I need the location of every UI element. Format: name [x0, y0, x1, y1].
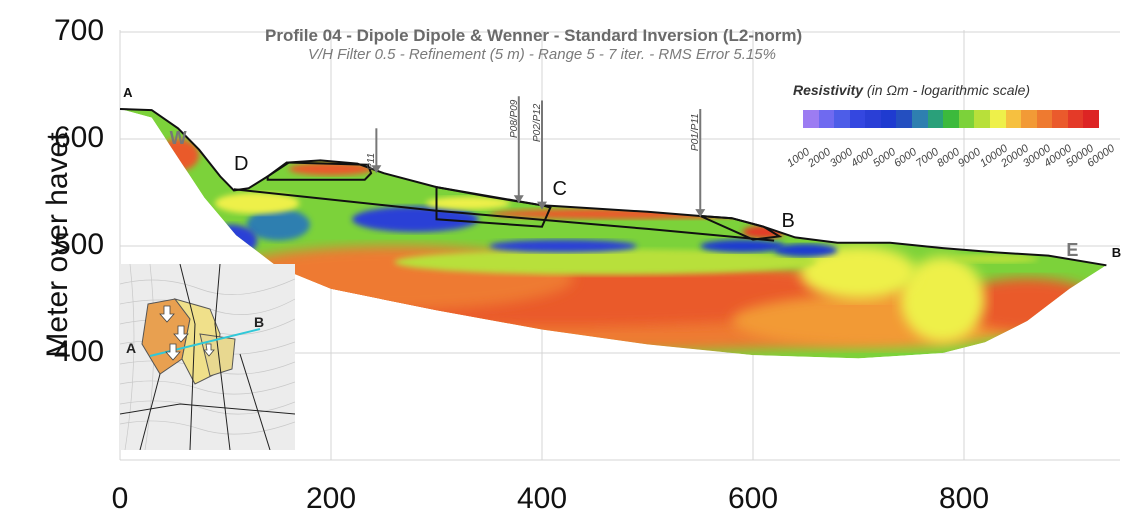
resistivity-zone [774, 243, 838, 257]
resistivity-zone [900, 256, 986, 343]
color-bar-swatch [1067, 110, 1084, 128]
block-outline-b [699, 215, 783, 241]
annotation-label-d: D [233, 153, 249, 176]
y-tick-label: 600 [54, 121, 105, 154]
annotation-label-e: E [1066, 240, 1079, 261]
borehole-arrowhead [371, 165, 382, 174]
color-bar-swatch [943, 110, 959, 128]
borehole-label: P01/P11 [690, 113, 702, 152]
block-outline-c [435, 185, 552, 228]
color-bar-swatch [989, 110, 1006, 128]
x-tick-label: 0 [111, 482, 129, 515]
color-bar-swatch [927, 110, 944, 128]
resistivity-zone [489, 239, 637, 253]
y-tick-label: 700 [54, 14, 105, 47]
resistivity-zone [288, 162, 374, 176]
color-bar-swatch [1083, 110, 1099, 128]
inset-label-a: A [126, 340, 137, 356]
annotation-label-a: A [123, 84, 133, 100]
borehole-arrowhead [537, 201, 547, 210]
y-tick-label: 400 [54, 335, 105, 368]
chart-subtitle: V/H Filter 0.5 - Refinement (5 m) - Rang… [308, 46, 776, 63]
color-bar-swatch [1036, 110, 1053, 128]
resistivity-zone [246, 208, 310, 241]
resistivity-zone [425, 196, 511, 210]
color-bar-swatch [1052, 110, 1068, 128]
color-bar-swatch [834, 110, 850, 128]
x-tick-label: 600 [727, 482, 779, 515]
color-bar-swatch [849, 110, 866, 128]
block-outline-d [266, 161, 373, 181]
borehole-label: P11 [366, 153, 378, 171]
color-bar-swatch [912, 110, 928, 128]
inset-map: A B [120, 264, 295, 450]
legend-title-bold: Resistivity [793, 82, 864, 98]
color-bar-swatch [880, 110, 897, 128]
color-bar-swatch [803, 110, 819, 128]
resistivity-zone [204, 224, 258, 257]
borehole-arrowhead [695, 209, 706, 218]
section-overlays [119, 96, 1107, 267]
resistivity-zone [953, 254, 1038, 264]
inset-label-b: B [254, 314, 265, 330]
boundary-line [233, 188, 775, 242]
color-bar [803, 110, 1099, 128]
color-bar-swatch [865, 110, 881, 128]
resistivity-zone [214, 192, 300, 214]
color-bar-swatch [896, 110, 913, 128]
borehole-label: P08/P09 [508, 99, 520, 139]
annotation-label-w: W [169, 127, 187, 148]
color-bar-swatch [818, 110, 835, 128]
y-tick-label: 500 [54, 228, 105, 261]
resistivity-zone [800, 246, 917, 300]
legend-title-unit: (in Ωm - logarithmic scale) [863, 82, 1031, 98]
color-bar-swatch [958, 110, 975, 128]
resistivity-zone [700, 239, 785, 253]
annotation-label-b: B [1111, 245, 1122, 261]
color-bar-swatch [974, 110, 990, 128]
legend-title: Resistivity (in Ωm - logarithmic scale) [793, 82, 1030, 98]
inset-map-drawing [120, 264, 295, 450]
x-tick-label: 200 [305, 482, 357, 515]
color-bar-swatch [1005, 110, 1022, 128]
resistivity-zone [352, 206, 479, 233]
annotation-label-c: C [552, 177, 567, 200]
resistivity-zone [394, 249, 817, 275]
borehole-arrowhead [513, 195, 524, 204]
annotation-label-b: B [781, 210, 795, 233]
borehole-label: P02/P12 [532, 104, 543, 143]
x-tick-label: 800 [938, 482, 990, 515]
x-tick-label: 400 [516, 482, 568, 515]
chart-title: Profile 04 - Dipole Dipole & Wenner - St… [265, 26, 803, 45]
color-bar-swatch [1021, 110, 1037, 128]
